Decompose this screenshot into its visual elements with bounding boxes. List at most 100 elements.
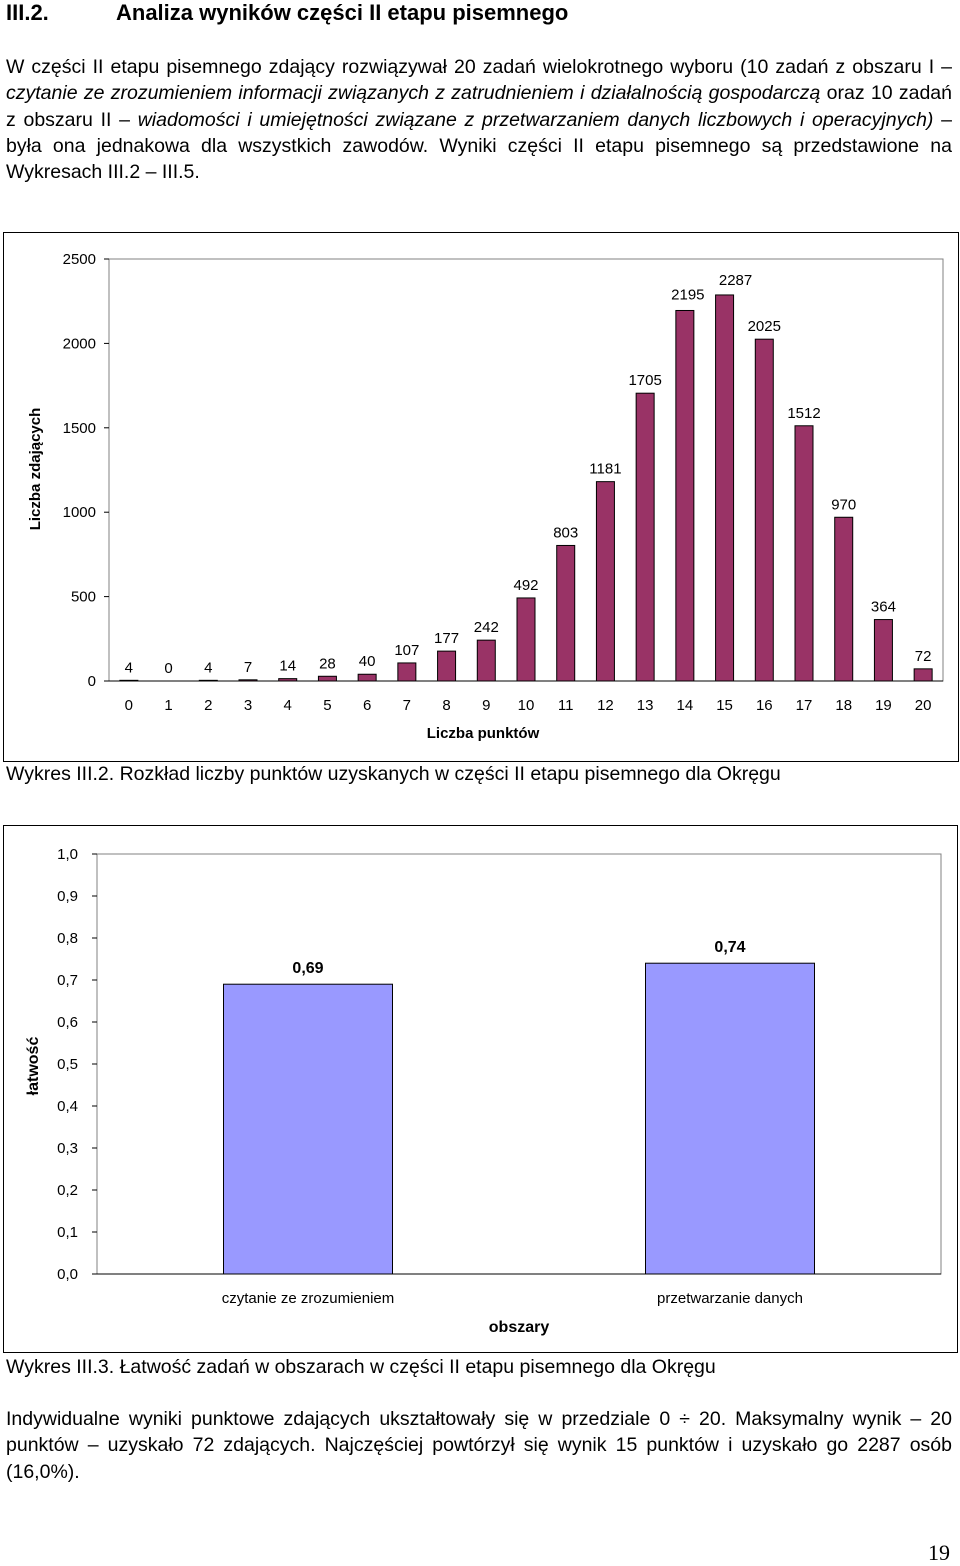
- intro-text-1: W części II etapu pisemnego zdający rozw…: [6, 56, 952, 78]
- summary-paragraph: Indywidualne wyniki punktowe zdających u…: [6, 1408, 952, 1483]
- bar: [754, 338, 774, 682]
- y-tick-label: 1,0: [57, 846, 78, 863]
- x-tick-label: przetwarzanie danych: [657, 1290, 803, 1307]
- intro-area-2: wiadomości i umiejętności związane z prz…: [137, 108, 934, 131]
- data-label: 803: [553, 524, 578, 541]
- intro-text-3: – była ona jednakowa dla wszystkich zawo…: [6, 108, 952, 184]
- x-tick-label: 19: [875, 697, 892, 714]
- y-tick-label: 1500: [63, 420, 96, 437]
- data-label: 0: [164, 660, 172, 677]
- bar: [595, 481, 615, 682]
- y-axis-title: łatwość: [25, 1037, 42, 1096]
- data-label: 28: [319, 655, 336, 672]
- intro-area-1: czytanie ze zrozumieniem informacji zwią…: [6, 82, 821, 105]
- data-label: 492: [513, 577, 538, 594]
- x-tick-label: 16: [756, 697, 773, 714]
- bar: [397, 662, 417, 682]
- chart-distribution: 0500100015002000250040014273144285406107…: [27, 251, 944, 742]
- chart-frame-easiness: 0,0 0,1 0,2 0,3 0,4 0,5 0,6 0,7 0,8 0,9 1,0 0,69 czy…: [3, 825, 958, 1353]
- data-label: 4: [125, 659, 133, 676]
- data-label: 40: [359, 653, 376, 670]
- data-label: 2195: [671, 286, 704, 303]
- x-tick-label: 1: [164, 697, 172, 714]
- data-label: 177: [434, 630, 459, 647]
- bar: [223, 983, 393, 1275]
- section-number: III.2.: [6, 0, 49, 25]
- x-tick-label: 2: [204, 697, 212, 714]
- intro-paragraph: W części II etapu pisemnego zdający rozw…: [6, 54, 952, 185]
- y-tick-label: 0,5: [57, 1056, 78, 1073]
- data-label: 1181: [589, 461, 621, 478]
- chart-frame-distribution: 0 500 1000 1500 2000 2500 4 0 0 1 4 2 7 3 14 4 28 5 40 6 107…: [3, 232, 959, 762]
- x-tick-label: 4: [284, 697, 292, 714]
- x-tick-label: czytanie ze zrozumieniem: [222, 1290, 395, 1307]
- x-tick-label: 14: [677, 697, 694, 714]
- bar: [645, 962, 815, 1275]
- bar: [635, 392, 655, 682]
- x-axis-title: Liczba punktów: [427, 725, 540, 742]
- data-label: 1705: [628, 372, 661, 389]
- bar: [913, 668, 933, 682]
- x-tick-label: 13: [637, 697, 654, 714]
- y-tick-label: 0,0: [57, 1266, 78, 1283]
- y-tick-label: 0,1: [57, 1224, 78, 1241]
- x-tick-label: 8: [442, 697, 450, 714]
- data-label: 107: [394, 642, 419, 659]
- bar: [715, 294, 735, 682]
- x-tick-label: 15: [716, 697, 733, 714]
- bar: [317, 675, 337, 682]
- y-tick-label: 0,2: [57, 1182, 78, 1199]
- data-label: 2025: [748, 318, 781, 335]
- data-label: 0,74: [714, 939, 745, 956]
- y-tick-label: 0,4: [57, 1098, 78, 1115]
- y-tick-label: 0,3: [57, 1140, 78, 1157]
- bar: [357, 673, 377, 682]
- bar: [675, 309, 695, 682]
- bar: [873, 619, 893, 682]
- y-tick-label: 0,7: [57, 972, 78, 989]
- y-tick-label: 500: [71, 589, 96, 606]
- y-tick-label: 0,6: [57, 1014, 78, 1031]
- y-tick-label: 1000: [63, 504, 96, 521]
- y-axis-title: Liczba zdających: [27, 408, 44, 531]
- caption-chart2: Wykres III.3. Łatwość zadań w obszarach …: [6, 1356, 716, 1378]
- data-label: 242: [474, 619, 499, 636]
- data-label: 970: [831, 496, 856, 513]
- x-tick-label: 3: [244, 697, 252, 714]
- data-label: 1512: [787, 405, 820, 422]
- x-tick-label: 9: [482, 697, 490, 714]
- x-tick-label: 11: [558, 697, 574, 714]
- data-label: 14: [279, 658, 296, 675]
- y-tick-label: 2500: [63, 251, 96, 268]
- page-number: 19: [928, 1540, 950, 1565]
- x-tick-label: 7: [403, 697, 411, 714]
- data-label: 7: [244, 659, 252, 676]
- bar: [834, 516, 854, 682]
- bar: [516, 597, 536, 682]
- x-tick-label: 6: [363, 697, 371, 714]
- x-tick-label: 18: [835, 697, 852, 714]
- x-tick-label: 17: [796, 697, 813, 714]
- data-label: 0,69: [292, 960, 323, 977]
- chart-easiness: 0,0 0,1 0,2 0,3 0,4 0,5 0,6 0,7 0,8 0,9 1,0 0,69 czy…: [25, 846, 942, 1336]
- data-label: 2287: [719, 272, 752, 289]
- x-tick-label: 12: [597, 697, 614, 714]
- x-tick-label: 0: [125, 697, 133, 714]
- bar: [476, 639, 496, 682]
- x-axis-title: obszary: [489, 1319, 550, 1336]
- x-tick-label: 5: [323, 697, 331, 714]
- data-label: 4: [204, 659, 212, 676]
- bar: [794, 425, 814, 682]
- y-tick-label: 0,9: [57, 888, 78, 905]
- caption-chart1: Wykres III.2. Rozkład liczby punktów uzy…: [6, 763, 781, 785]
- bar: [437, 650, 457, 682]
- section-heading: III.2. Analiza wyników części II etapu pi…: [6, 0, 568, 26]
- y-tick-label: 0: [88, 673, 96, 690]
- y-tick-label: 0,8: [57, 930, 78, 947]
- section-title: Analiza wyników części II etapu pisemneg…: [116, 0, 569, 25]
- intro-text-2: oraz 10 zadań z obszaru II –: [6, 82, 952, 131]
- x-tick-label: 10: [518, 697, 535, 714]
- x-tick-label: 20: [915, 697, 932, 714]
- data-label: 72: [915, 648, 932, 665]
- bar: [556, 544, 576, 682]
